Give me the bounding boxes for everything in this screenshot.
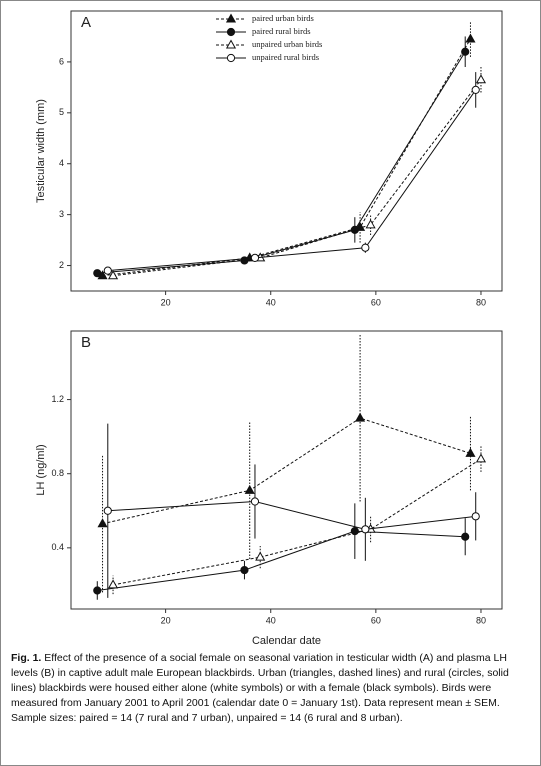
circle-marker <box>250 497 260 506</box>
series-line <box>112 458 482 586</box>
x-tick-label: 20 <box>161 615 171 625</box>
triangle-marker <box>475 74 487 84</box>
circle-marker <box>471 85 480 95</box>
legend-text: unpaired rural birds <box>252 52 319 62</box>
x-tick-label: 40 <box>266 297 276 307</box>
legend-marker <box>226 53 236 63</box>
circle-marker <box>461 532 470 541</box>
caption-text: Effect of the presence of a social femal… <box>11 652 509 724</box>
series-line <box>102 38 471 277</box>
x-tick-label: 40 <box>266 615 276 625</box>
legend-text: paired urban birds <box>252 13 314 23</box>
circle-marker <box>350 527 359 536</box>
x-tick-label: 60 <box>371 297 381 307</box>
circle-marker <box>93 269 102 278</box>
circle-marker <box>250 253 260 263</box>
triangle-marker <box>465 447 476 457</box>
triangle-marker <box>365 219 376 229</box>
y-tick-label: 5 <box>59 107 64 117</box>
legend-marker <box>225 13 237 23</box>
circle-marker <box>103 506 112 515</box>
x-tick-label: 80 <box>476 615 486 625</box>
triangle-marker <box>475 453 487 463</box>
series-line <box>97 530 466 591</box>
legend-text: paired rural birds <box>252 26 311 36</box>
series-line <box>107 501 476 530</box>
x-tick-label: 20 <box>161 297 171 307</box>
triangle-marker <box>355 412 366 422</box>
circle-marker <box>240 565 249 575</box>
y-axis-title: LH (ng/ml) <box>35 444 47 495</box>
plot-frame <box>70 10 503 292</box>
triangle-marker <box>244 484 255 494</box>
circle-marker <box>361 525 370 534</box>
circle-marker <box>361 243 370 252</box>
x-tick-label: 80 <box>476 297 486 307</box>
y-tick-label: 3 <box>59 209 64 219</box>
x-axis-title: Calendar date <box>252 635 321 647</box>
panel-label: A <box>81 14 91 31</box>
y-tick-label: 0.4 <box>51 542 64 552</box>
triangle-marker <box>255 551 266 561</box>
triangle-marker <box>97 518 108 528</box>
circle-marker <box>471 512 480 521</box>
triangle-marker <box>107 579 119 589</box>
triangle-marker <box>107 270 119 280</box>
series-line <box>107 89 477 272</box>
plot-frame <box>70 330 503 610</box>
circle-marker <box>461 47 470 56</box>
y-tick-label: 0.8 <box>51 468 64 478</box>
y-axis-title: Testicular width (mm) <box>35 99 47 203</box>
series-line <box>102 417 471 525</box>
y-tick-label: 6 <box>59 56 64 66</box>
y-tick-label: 2 <box>59 260 64 270</box>
y-tick-label: 4 <box>59 158 64 168</box>
circle-marker <box>103 266 112 275</box>
x-tick-label: 60 <box>371 615 381 625</box>
circle-marker <box>93 586 102 595</box>
panel-label: B <box>81 334 91 351</box>
circle-marker <box>240 256 249 265</box>
y-tick-label: 1.2 <box>51 394 64 404</box>
caption-label: Fig. 1. <box>11 652 42 664</box>
triangle-marker <box>465 33 476 43</box>
legend-text: unpaired urban birds <box>252 39 322 49</box>
figure-plots: A 2 3 4 5 6 20 40 60 80 Testicular width (mm) paire… <box>35 10 503 647</box>
legend-marker <box>226 27 236 37</box>
legend-marker <box>225 39 237 49</box>
caption: Fig. 1. Effect of the presence of a soci… <box>11 651 526 726</box>
series-line <box>97 51 466 274</box>
series-line <box>112 79 482 277</box>
